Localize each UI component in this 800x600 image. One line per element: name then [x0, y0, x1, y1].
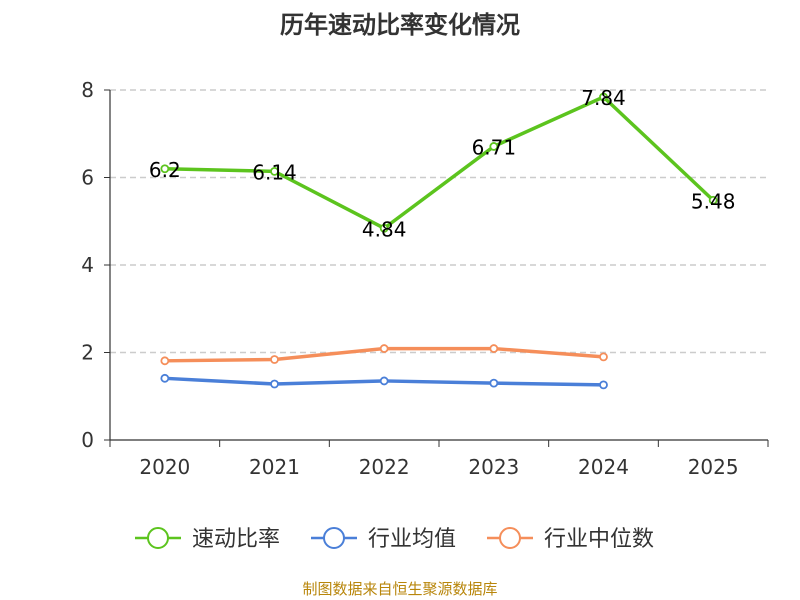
data-point[interactable] [379, 344, 389, 353]
data-point[interactable] [379, 223, 389, 233]
data-point[interactable] [160, 373, 170, 383]
legend-label: 速动比率 [192, 527, 280, 552]
legend-item-0[interactable]: 速动比率 [135, 527, 280, 552]
grid [110, 89, 768, 354]
series-line [164, 95, 715, 230]
x-tick-label: 2025 [688, 455, 739, 479]
data-point[interactable] [489, 142, 499, 151]
y-tick-label: 0 [81, 428, 94, 452]
y-tick-label: 6 [81, 166, 94, 190]
data-label: 6.14 [252, 160, 297, 184]
legend-item-2[interactable]: 行业中位数 [487, 527, 654, 552]
x-tick-label: 2022 [359, 455, 410, 479]
data-labels: 6.2 6.14 4.84 6.71 7.84 5.48 [149, 86, 736, 241]
data-label: 5.48 [691, 189, 736, 213]
data-point[interactable] [708, 195, 718, 205]
legend-swatch-marker [499, 527, 521, 549]
data-label: 7.84 [581, 86, 626, 110]
data-point[interactable] [379, 376, 389, 386]
x-tick-label: 2024 [578, 455, 629, 479]
data-point[interactable] [270, 166, 279, 176]
data-point[interactable] [599, 352, 608, 362]
x-tick-label: 2023 [468, 455, 519, 479]
data-point[interactable] [599, 92, 608, 102]
data-point[interactable] [489, 344, 499, 353]
legend-swatch-marker [323, 527, 345, 549]
data-label: 6.2 [149, 158, 181, 182]
legend-label: 行业均值 [368, 527, 456, 552]
y-tick-label: 8 [81, 78, 94, 102]
chart-title: 历年速动比率变化情况 [280, 11, 520, 39]
x-tick-label: 2021 [249, 455, 300, 479]
series-1 [160, 373, 608, 390]
legend-label: 行业中位数 [544, 527, 654, 552]
series-2 [160, 344, 608, 366]
axes: 0 2 4 6 8 2020 2021 2022 2023 2024 2025 [81, 78, 769, 479]
y-tick-label: 4 [81, 253, 94, 277]
data-point[interactable] [599, 380, 608, 390]
y-tick-label: 2 [81, 341, 94, 365]
data-point[interactable] [489, 378, 499, 388]
legend-item-1[interactable]: 行业均值 [311, 527, 456, 552]
legend[interactable]: 速动比率 行业均值 行业中位数 [135, 527, 654, 552]
data-point[interactable] [160, 164, 170, 174]
legend-swatch-marker [147, 527, 169, 549]
data-point[interactable] [270, 379, 279, 389]
data-label: 6.71 [472, 135, 517, 159]
series-group [160, 92, 718, 390]
x-tick-label: 2020 [139, 455, 190, 479]
data-label: 4.84 [362, 217, 407, 241]
series-0 [160, 92, 718, 233]
source-note: 制图数据来自恒生聚源数据库 [302, 580, 497, 598]
data-point[interactable] [270, 355, 279, 364]
data-point[interactable] [160, 356, 170, 366]
